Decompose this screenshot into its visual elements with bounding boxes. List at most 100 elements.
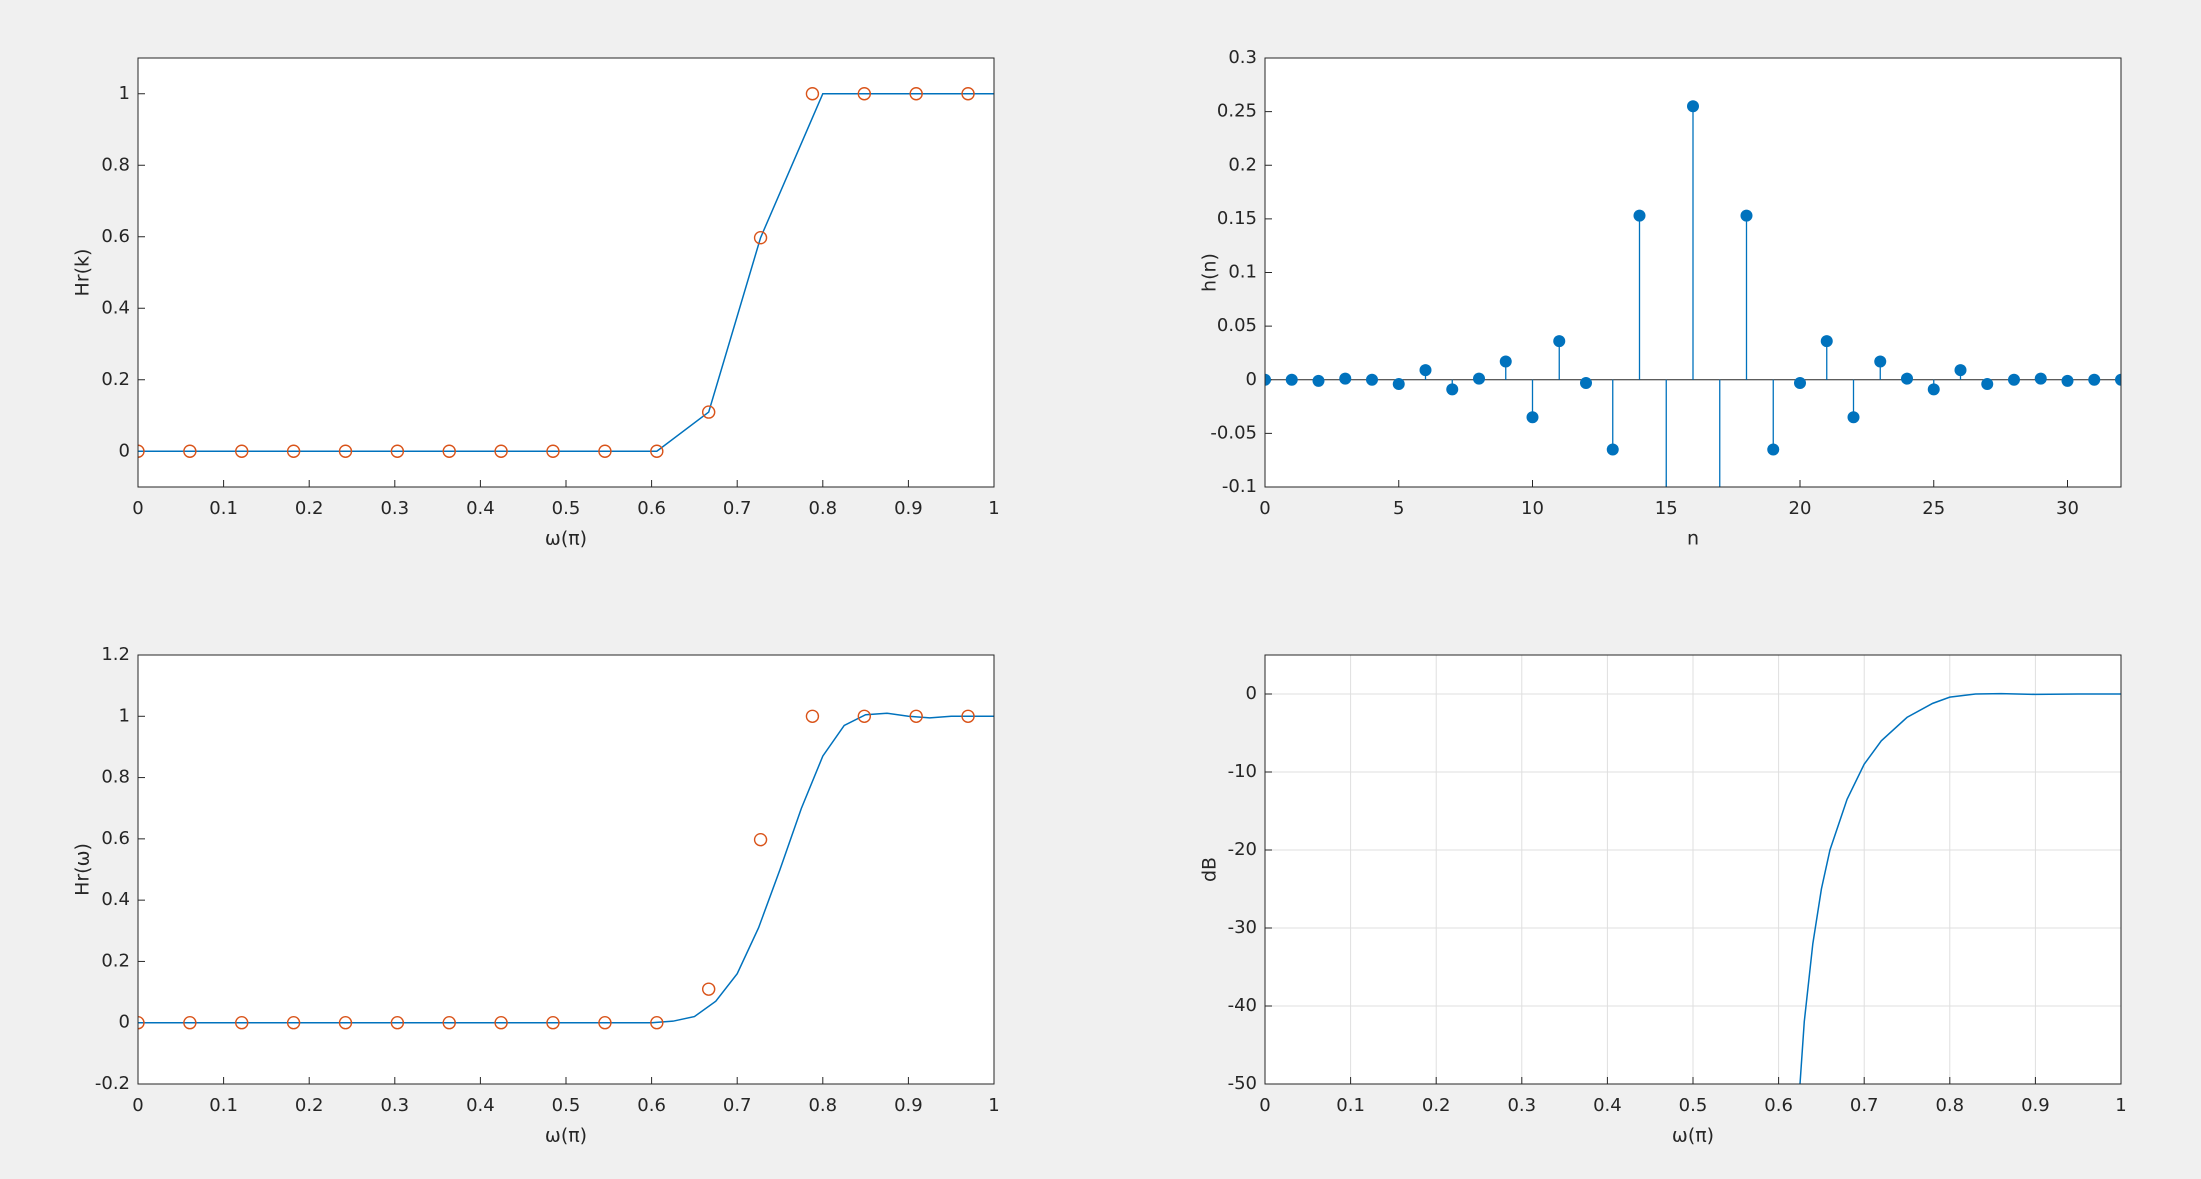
marker	[701, 405, 716, 419]
stem-marker	[1580, 376, 1592, 389]
stem-marker	[1473, 372, 1485, 385]
marker	[138, 444, 145, 458]
x-tick-label: 30	[2056, 498, 2079, 519]
marker	[961, 87, 975, 101]
y-tick-label: 0	[119, 440, 130, 461]
axes-frame	[1264, 654, 2122, 1085]
x-tick-label: 0.7	[1850, 1095, 1879, 1116]
x-axis-label: ω(π)	[545, 528, 587, 550]
stem-marker	[1526, 411, 1539, 424]
stem	[1687, 100, 1699, 380]
y-tick-label: 0	[1246, 369, 1257, 390]
y-tick-label: 0.2	[1228, 154, 1257, 175]
y-axis-label: h(n)	[1199, 253, 1221, 292]
y-tick-label: -40	[1228, 995, 1257, 1016]
y-tick-label: -0.05	[1210, 422, 1257, 443]
x-axis-label: ω(π)	[1672, 1125, 1714, 1147]
x-tick-label: 25	[1922, 498, 1945, 519]
plot-area	[1265, 100, 2121, 600]
x-tick-label: 0.2	[295, 498, 324, 519]
y-axis-label: Hr(ω)	[72, 843, 94, 896]
marker	[442, 444, 456, 458]
stem-marker	[1606, 443, 1619, 456]
stem	[1901, 372, 1913, 385]
x-tick-label: 20	[1789, 498, 1812, 519]
x-tick-label: 0.8	[808, 1095, 837, 1116]
marker	[857, 87, 872, 101]
line	[1799, 692, 2121, 1084]
stem	[2115, 373, 2121, 386]
y-tick-label: -0.1	[1222, 476, 1257, 497]
marker	[494, 444, 508, 458]
x-tick-label: 0.4	[1593, 1095, 1622, 1116]
line	[138, 93, 994, 452]
x-tick-label: 5	[1393, 498, 1404, 519]
y-tick-label: 0.15	[1217, 208, 1257, 229]
y-tick-label: 0.2	[101, 369, 130, 390]
y-tick-label: -20	[1228, 839, 1257, 860]
stem	[2088, 373, 2101, 386]
x-tick-label: 0.6	[1764, 1095, 1793, 1116]
stem	[1553, 335, 1566, 380]
stem	[1927, 379, 1940, 396]
marker	[701, 982, 716, 996]
x-tick-label: 0.2	[295, 1095, 324, 1116]
y-tick-label: 0.3	[1228, 47, 1257, 68]
stem	[2034, 372, 2047, 385]
x-tick-label: 0	[132, 498, 143, 519]
axes-background	[138, 58, 994, 487]
x-tick-label: 15	[1655, 498, 1678, 519]
stem	[1285, 373, 1298, 386]
marker	[183, 1016, 197, 1030]
stem-marker	[1874, 355, 1887, 368]
stem	[1820, 335, 1833, 380]
y-tick-label: -30	[1228, 917, 1257, 938]
marker	[598, 1016, 612, 1030]
stem	[1526, 379, 1539, 424]
x-tick-label: 0.3	[380, 498, 409, 519]
x-tick-label: 0.4	[466, 498, 495, 519]
stem-marker	[1265, 373, 1271, 386]
x-tick-label: 0.1	[209, 498, 238, 519]
line	[138, 712, 994, 1024]
x-tick-label: 0.7	[723, 498, 752, 519]
stem-marker	[1820, 335, 1833, 348]
stem-marker	[1687, 100, 1699, 113]
stem	[1312, 374, 1325, 387]
axes-background	[138, 655, 994, 1084]
plot-area	[1799, 692, 2121, 1084]
stem-marker	[1633, 209, 1646, 222]
x-tick-label: 0	[1259, 498, 1270, 519]
stem	[1874, 355, 1887, 380]
stem-marker	[1767, 443, 1780, 456]
plot-area	[138, 709, 994, 1030]
stem-marker	[1392, 378, 1405, 391]
y-axis-label: dB	[1199, 857, 1221, 882]
stem	[1660, 379, 1672, 600]
x-tick-label: 0.7	[723, 1095, 752, 1116]
axes-frame	[137, 654, 995, 1085]
marker	[138, 1016, 145, 1030]
marker	[442, 1016, 456, 1030]
marker	[286, 1016, 301, 1030]
marker	[857, 709, 872, 723]
stem-marker	[1794, 376, 1806, 389]
axes-frame	[1264, 57, 2122, 488]
y-tick-label: 0.1	[1228, 262, 1257, 283]
y-axis-label: Hr(k)	[72, 249, 94, 297]
stem-marker	[2115, 373, 2121, 386]
x-tick-label: 0.3	[380, 1095, 409, 1116]
stem-marker	[2034, 372, 2047, 385]
stem	[1954, 364, 1967, 380]
stem-marker	[1660, 588, 1672, 600]
marker	[546, 1016, 560, 1030]
marker	[494, 1016, 508, 1030]
stem-marker	[1312, 374, 1325, 387]
y-tick-label: 0.6	[101, 226, 130, 247]
marker	[338, 444, 353, 458]
marker	[753, 832, 768, 847]
y-tick-label: 1	[119, 705, 130, 726]
y-tick-label: -50	[1228, 1073, 1257, 1094]
plot-area	[138, 87, 994, 458]
